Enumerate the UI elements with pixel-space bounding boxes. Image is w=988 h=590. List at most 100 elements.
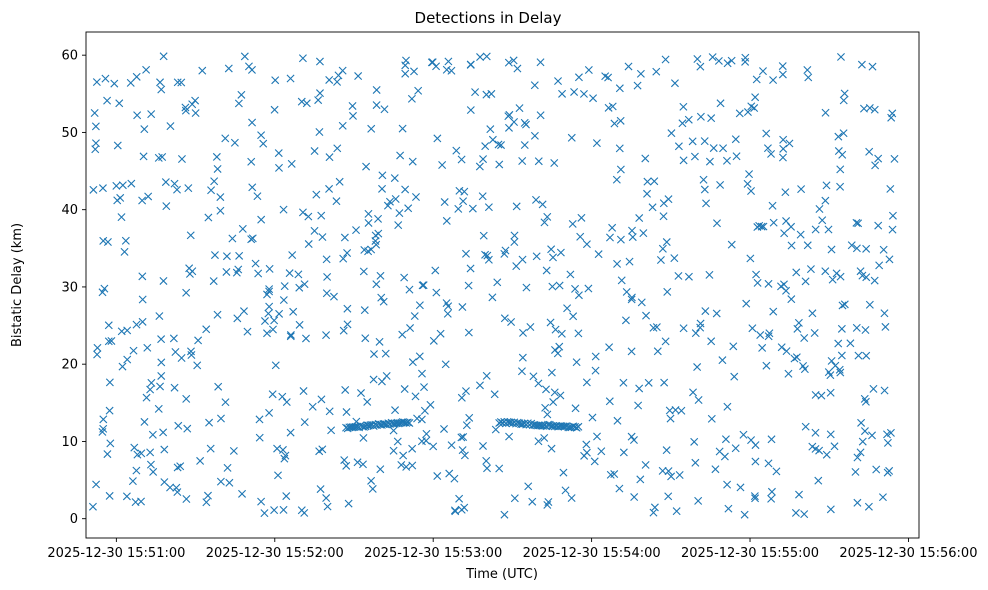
noise-point (143, 343, 152, 352)
noise-point (315, 57, 324, 66)
noise-point (830, 442, 839, 451)
noise-point (466, 106, 475, 115)
noise-point (888, 109, 897, 118)
noise-point (659, 199, 668, 208)
noise-point (510, 494, 519, 503)
noise-point (608, 223, 617, 232)
noise-point (238, 224, 247, 233)
noise-point (811, 428, 820, 437)
noise-point (182, 288, 191, 297)
noise-point (742, 299, 751, 308)
noise-point (270, 506, 279, 515)
noise-point (582, 378, 591, 387)
noise-point (257, 497, 266, 506)
noise-point (385, 197, 394, 206)
noise-point (558, 89, 567, 98)
noise-point (117, 213, 126, 222)
noise-point (724, 504, 733, 513)
noise-point (862, 351, 871, 360)
track-2-point (564, 423, 573, 432)
noise-point (732, 152, 741, 161)
noise-point (818, 216, 827, 225)
noise-point (471, 88, 480, 97)
noise-point (160, 445, 169, 454)
noise-point (104, 321, 113, 330)
noise-point (101, 74, 110, 83)
noise-point (90, 108, 99, 117)
noise-point (752, 75, 761, 84)
noise-point (233, 314, 242, 323)
noise-point (348, 101, 357, 110)
noise-point (538, 200, 547, 209)
noise-point (719, 144, 728, 153)
noise-point (746, 254, 755, 263)
noise-point (810, 329, 819, 337)
noise-point (851, 467, 860, 476)
noise-point (605, 397, 614, 406)
track-1-point (403, 418, 412, 427)
x-tick-label: 2025-12-30 15:55:00 (681, 546, 819, 561)
noise-point (709, 144, 718, 153)
noise-point (814, 476, 823, 485)
noise-point (380, 105, 389, 114)
noise-point (285, 269, 294, 278)
noise-point (639, 229, 648, 238)
noise-point (747, 187, 756, 196)
noise-point (540, 433, 549, 442)
noise-point (203, 491, 212, 500)
noise-point (504, 58, 513, 67)
noise-point (762, 361, 771, 370)
noise-point (735, 109, 744, 118)
noise-point (478, 441, 487, 450)
noise-point (561, 486, 570, 495)
noise-point (361, 334, 370, 343)
noise-point (690, 437, 699, 446)
noise-point (838, 150, 847, 159)
noise-point (831, 361, 840, 370)
noise-point (740, 510, 749, 519)
noise-point (584, 284, 593, 293)
noise-point (808, 309, 817, 318)
noise-point (635, 214, 644, 223)
noise-point (397, 460, 406, 469)
noise-point (304, 212, 313, 221)
noise-point (662, 238, 671, 247)
noise-point (582, 440, 591, 449)
noise-point (500, 314, 509, 323)
noise-point (836, 368, 845, 377)
noise-point (852, 244, 861, 253)
noise-point (712, 309, 721, 318)
track-1-point (351, 422, 360, 431)
noise-point (407, 94, 416, 103)
noise-point (753, 278, 762, 287)
noise-point (130, 443, 139, 452)
noise-point (98, 184, 107, 193)
noise-point (103, 238, 112, 247)
noise-point (663, 287, 672, 296)
noise-point (286, 74, 295, 83)
noise-point (869, 384, 878, 393)
noise-point (785, 139, 794, 148)
noise-point (513, 64, 522, 73)
noise-point (188, 100, 197, 109)
noise-point (536, 58, 545, 67)
noise-point (885, 255, 894, 264)
noise-point (769, 307, 778, 316)
noise-point (666, 414, 675, 423)
noise-point (140, 125, 149, 134)
y-axis-ticks: 0 10 20 30 40 50 60 (61, 49, 86, 527)
noise-point (577, 213, 586, 222)
noise-point (393, 437, 402, 446)
noise-point (209, 277, 218, 286)
noise-point (650, 177, 659, 186)
noise-point (628, 226, 636, 235)
noise-point (340, 233, 349, 242)
noise-point (627, 295, 636, 304)
noise-point (699, 175, 708, 184)
noise-point (240, 52, 249, 61)
noise-point (359, 267, 368, 276)
noise-point (375, 337, 384, 346)
noise-point (325, 407, 334, 416)
noise-point (404, 204, 413, 213)
noise-point (826, 371, 835, 380)
